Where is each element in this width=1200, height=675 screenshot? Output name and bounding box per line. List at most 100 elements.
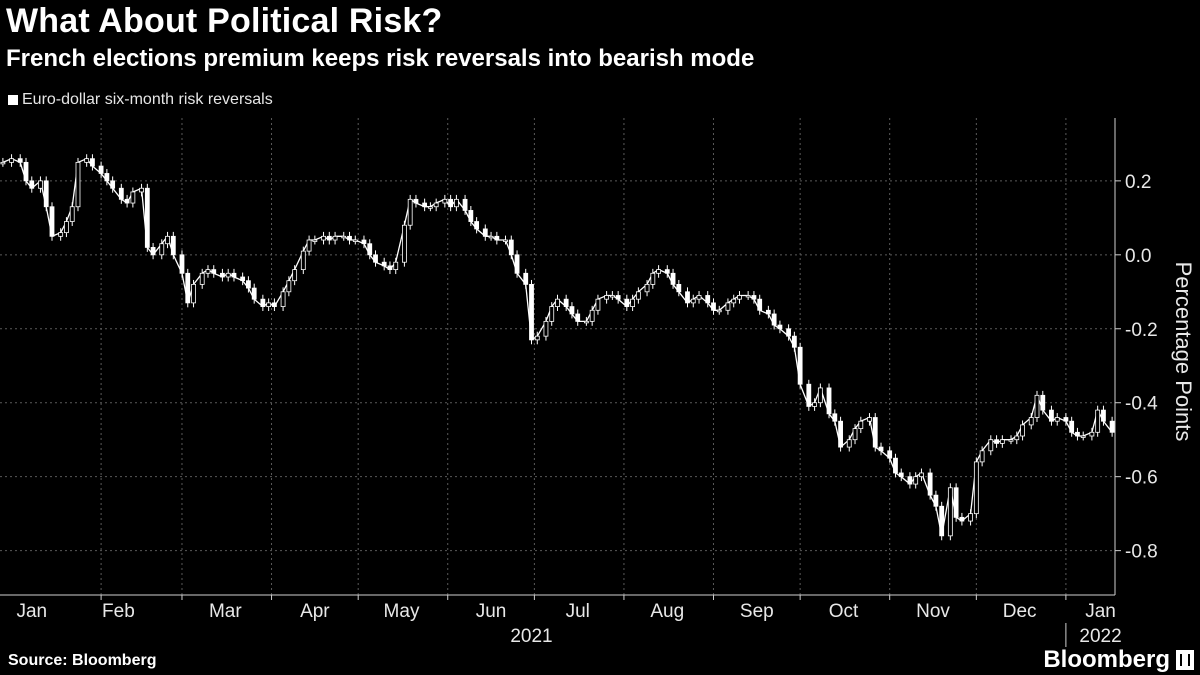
candle-body [635,291,641,300]
series-line [2,157,1113,536]
candle-body [306,239,312,252]
candle-body [199,272,205,285]
candle-body [765,309,771,315]
brand-name: Bloomberg [1043,646,1170,673]
x-tick-label: May [384,601,420,622]
candle-body [90,158,95,167]
candle-body [468,210,474,222]
candle-body [387,265,393,271]
candle-body [685,291,690,304]
candle-body [725,302,731,311]
candle-body [846,439,852,448]
candle-body [523,272,529,285]
legend: Euro-dollar six-month risk reversals [8,91,273,109]
candle-body [832,413,838,422]
x-year-label: 2021 [510,626,552,647]
candle-body [676,283,682,293]
candle-body [543,320,549,337]
series-candles [0,154,1115,541]
candle-body [812,402,817,407]
candle-body [979,450,985,463]
candle-body [887,450,893,459]
candle-body [933,494,939,507]
candle-body [312,239,318,242]
y-tick-label: -0.6 [1125,468,1158,489]
candle-body [731,298,737,304]
candle-body [898,472,904,478]
x-tick-label: Jun [476,601,507,622]
candle-body [771,313,777,326]
candle-body [150,247,156,256]
candle-body [1034,394,1040,418]
candle-body [381,261,387,267]
candle-body [347,235,352,241]
candle-body [29,180,35,189]
candle-body [609,295,615,298]
candle-body [994,439,999,444]
candle-body [442,198,448,204]
candle-body [246,280,251,289]
candle-body [286,280,292,293]
candle-body [280,291,286,307]
candle-body [745,295,751,298]
candle-body [266,302,272,307]
candle-body [453,198,459,208]
candle-body [393,261,399,271]
legend-label: Euro-dollar six-month risk reversals [22,91,273,108]
candle-body [225,272,231,278]
candle-body [939,505,945,537]
candle-body [124,198,130,204]
candle-body [321,235,326,241]
candle-body [604,295,610,300]
y-tick-label: -0.4 [1125,394,1158,415]
candle-body [690,298,696,304]
candle-body [352,239,358,242]
candle-body [777,324,783,330]
candle-body [448,198,454,208]
candle-body [98,165,104,174]
candle-body [251,287,257,300]
candle-body [696,295,702,300]
candle-body [878,446,884,452]
x-tick-label: Feb [102,601,135,622]
candle-body [367,243,373,256]
candle-body [165,235,170,245]
candle-body [751,295,757,300]
candle-body [1089,431,1095,437]
candle-body [973,461,979,515]
candle-body [482,228,488,237]
candle-body [563,298,569,307]
candle-body [508,239,514,256]
candle-body [907,476,913,485]
candle-body [205,269,211,274]
candle-body [260,298,266,307]
candle-body [791,335,797,348]
candle-body [1063,417,1069,422]
candle-body [220,272,225,278]
x-tick-label: Aug [650,601,684,622]
x-year-label: 2022 [1079,626,1121,647]
candle-body [529,283,534,341]
candle-body [170,235,176,256]
x-tick-label: Dec [1003,601,1037,622]
candle-body [361,239,367,245]
candle-body [615,295,621,300]
candle-body [826,387,832,415]
candle-body [624,298,630,307]
candle-body [503,239,508,242]
y-tick-label: 0.0 [1125,246,1151,267]
candle-body [583,320,589,324]
candle-body [110,180,116,189]
candle-body [1075,431,1080,437]
candle-body [64,221,69,234]
candle-body [705,295,711,304]
y-axis-title: Percentage Points [1171,262,1196,442]
candle-body [144,187,150,248]
candle-body [1109,420,1115,433]
candle-body [664,269,670,274]
candle-body [919,472,924,478]
x-tick-label: Jan [1085,601,1116,622]
candle-body [959,516,965,522]
candle-body [650,272,656,285]
